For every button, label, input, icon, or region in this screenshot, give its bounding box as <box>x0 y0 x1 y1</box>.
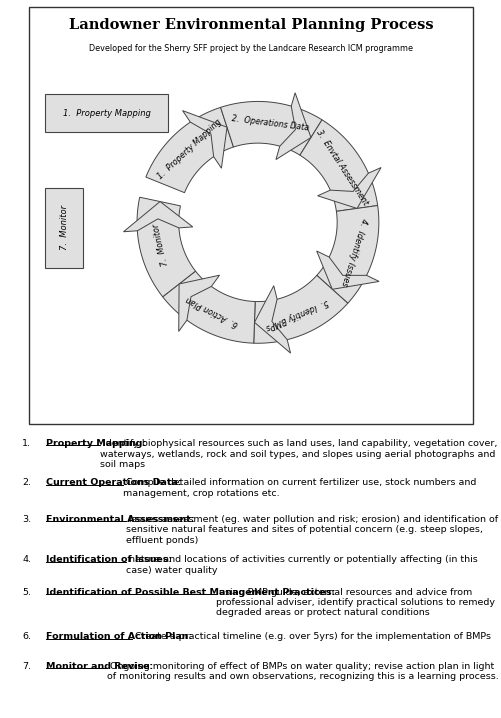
Text: Developed for the Sherry SFF project by the Landcare Research ICM programme: Developed for the Sherry SFF project by … <box>89 45 412 53</box>
Text: using BMP guide, external resources and advice from professional adviser, identi: using BMP guide, external resources and … <box>215 587 494 617</box>
Text: 7.  Monitor: 7. Monitor <box>151 223 169 267</box>
Text: Compile detailed information on current fertilizer use, stock numbers and manage: Compile detailed information on current … <box>123 478 475 498</box>
FancyBboxPatch shape <box>45 95 167 132</box>
Polygon shape <box>276 93 310 159</box>
Polygon shape <box>316 205 378 303</box>
Text: 6.: 6. <box>22 633 31 641</box>
Text: Identification of Issues:: Identification of Issues: <box>46 556 171 564</box>
Text: 4.: 4. <box>22 556 31 564</box>
Text: 1.  Property Mapping: 1. Property Mapping <box>63 108 150 118</box>
Text: 1.  Property Mapping: 1. Property Mapping <box>156 117 223 181</box>
Text: Current Operations Data:: Current Operations Data: <box>46 478 181 488</box>
Text: Create a practical timeline (e.g. over 5yrs) for the implementation of BMPs: Create a practical timeline (e.g. over 5… <box>132 633 490 641</box>
Text: 2.  Operations Data: 2. Operations Data <box>230 114 309 132</box>
Text: Environmental Assessment:: Environmental Assessment: <box>46 515 194 524</box>
Text: 2.: 2. <box>22 478 31 488</box>
Text: 7.  Monitor: 7. Monitor <box>60 205 69 251</box>
Text: 5.  Identify BMPs: 5. Identify BMPs <box>264 297 329 332</box>
Polygon shape <box>316 251 378 289</box>
Polygon shape <box>182 111 226 168</box>
Polygon shape <box>123 202 192 232</box>
Text: 4.  Identify Issues: 4. Identify Issues <box>338 217 368 286</box>
Polygon shape <box>146 108 233 192</box>
Text: Identify biophysical resources such as land uses, land capability, vegetation co: Identify biophysical resources such as l… <box>100 439 496 469</box>
Polygon shape <box>253 275 347 343</box>
Text: Issues assessment (eg. water pollution and risk; erosion) and identification of : Issues assessment (eg. water pollution a… <box>126 515 497 545</box>
Polygon shape <box>299 120 377 211</box>
Text: nature and locations of activities currently or potentially affecting (in this c: nature and locations of activities curre… <box>126 556 477 575</box>
Polygon shape <box>220 101 321 155</box>
Polygon shape <box>317 167 380 208</box>
Polygon shape <box>162 271 255 343</box>
Text: 6.  Action Plan: 6. Action Plan <box>184 294 239 329</box>
Text: Monitor and Revise:: Monitor and Revise: <box>46 662 152 671</box>
Polygon shape <box>178 275 219 332</box>
Text: Property Mapping:: Property Mapping: <box>46 439 146 448</box>
Text: 7.: 7. <box>22 662 31 671</box>
FancyBboxPatch shape <box>45 187 83 269</box>
Polygon shape <box>137 197 195 297</box>
Text: 5.: 5. <box>22 587 31 597</box>
Polygon shape <box>254 286 290 353</box>
Text: 3.  Envtal Assessment: 3. Envtal Assessment <box>314 129 369 208</box>
Text: Ongoing monitoring of effect of BMPs on water quality; revise action plan in lig: Ongoing monitoring of effect of BMPs on … <box>107 662 497 681</box>
Text: Landowner Environmental Planning Process: Landowner Environmental Planning Process <box>69 18 432 32</box>
Text: Identification of Possible Best Management Practices:: Identification of Possible Best Manageme… <box>46 587 335 597</box>
Text: Formulation of Action Plan:: Formulation of Action Plan: <box>46 633 191 641</box>
Text: 1.: 1. <box>22 439 31 448</box>
Text: 3.: 3. <box>22 515 31 524</box>
